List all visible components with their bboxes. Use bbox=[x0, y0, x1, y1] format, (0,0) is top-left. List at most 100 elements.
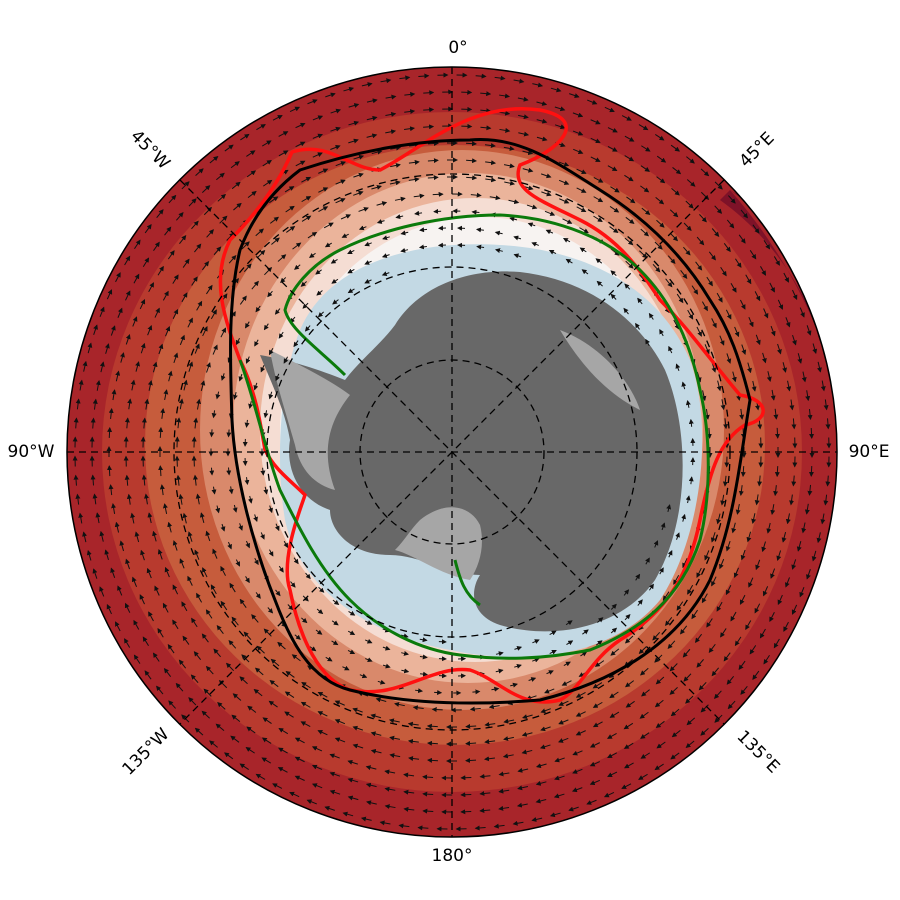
wind-arrow bbox=[474, 825, 486, 831]
wind-arrow bbox=[791, 418, 797, 430]
wind-arrow bbox=[777, 343, 782, 355]
wind-arrow bbox=[491, 686, 500, 692]
wind-arrow bbox=[117, 585, 123, 596]
wind-arrow bbox=[773, 485, 779, 497]
wind-arrow bbox=[148, 611, 154, 622]
wind-arrow bbox=[706, 618, 713, 628]
wind-arrow bbox=[522, 150, 534, 156]
wind-arrow bbox=[565, 620, 573, 626]
wind-arrow bbox=[175, 212, 184, 221]
wind-arrow bbox=[347, 288, 355, 294]
wind-arrow bbox=[536, 101, 548, 106]
wind-arrow bbox=[141, 474, 147, 486]
wind-arrow bbox=[124, 602, 131, 613]
wind-arrow bbox=[595, 640, 603, 646]
wind-arrow bbox=[283, 356, 289, 364]
wind-arrow bbox=[597, 617, 604, 623]
wind-arrow bbox=[365, 782, 377, 788]
wind-arrow bbox=[162, 503, 168, 514]
wind-arrow bbox=[659, 567, 664, 575]
wind-arrow bbox=[193, 651, 202, 661]
wind-arrow bbox=[480, 125, 492, 131]
wind-arrow bbox=[558, 719, 569, 725]
wind-arrow bbox=[226, 429, 232, 438]
wind-arrow bbox=[680, 269, 688, 280]
wind-arrow bbox=[528, 677, 537, 682]
wind-arrow bbox=[377, 679, 386, 685]
wind-arrow bbox=[568, 806, 579, 812]
wind-arrow bbox=[531, 817, 543, 822]
wind-arrow bbox=[472, 689, 481, 695]
wind-arrow bbox=[720, 399, 726, 411]
wind-arrow bbox=[686, 179, 696, 187]
wind-arrow bbox=[654, 763, 664, 771]
wind-arrow bbox=[352, 743, 364, 749]
wind-arrow bbox=[289, 106, 301, 112]
wind-arrow bbox=[590, 119, 601, 125]
wind-arrow bbox=[341, 233, 349, 238]
wind-arrow bbox=[680, 625, 688, 635]
wind-arrow bbox=[670, 144, 680, 152]
wind-arrow bbox=[624, 635, 634, 644]
wind-arrow bbox=[635, 573, 641, 581]
wind-arrow bbox=[735, 258, 742, 268]
wind-arrow bbox=[294, 264, 301, 270]
wind-arrow bbox=[659, 328, 664, 337]
wind-arrow bbox=[691, 285, 699, 295]
wind-arrow bbox=[536, 118, 548, 124]
wind-arrow bbox=[224, 752, 234, 760]
wind-arrow bbox=[805, 390, 811, 402]
wind-arrow bbox=[708, 251, 716, 261]
wind-arrow bbox=[516, 802, 528, 808]
wind-arrow bbox=[409, 142, 420, 148]
wind-arrow bbox=[503, 145, 515, 151]
wind-arrow bbox=[335, 161, 346, 167]
wind-arrow bbox=[269, 216, 280, 224]
wind-arrow bbox=[554, 775, 565, 781]
wind-arrow bbox=[301, 682, 311, 689]
wind-arrow bbox=[335, 179, 346, 185]
wind-arrow bbox=[187, 575, 193, 586]
wind-arrow bbox=[521, 731, 533, 737]
wind-arrow bbox=[388, 718, 400, 724]
wind-arrow bbox=[763, 655, 770, 665]
wind-arrow bbox=[427, 158, 439, 164]
wind-arrow bbox=[300, 281, 307, 287]
wind-arrow bbox=[823, 399, 829, 411]
longitude-label: 90°E bbox=[849, 442, 890, 462]
wind-arrow bbox=[75, 493, 81, 505]
wind-arrow bbox=[141, 417, 147, 429]
wind-arrow bbox=[154, 307, 160, 318]
wind-arrow bbox=[475, 227, 484, 233]
wind-arrow bbox=[92, 493, 98, 505]
wind-arrow bbox=[247, 190, 257, 199]
wind-arrow bbox=[748, 577, 754, 588]
wind-arrow bbox=[311, 746, 323, 752]
wind-arrow bbox=[432, 191, 444, 197]
wind-arrow bbox=[217, 702, 226, 710]
wind-arrow bbox=[563, 661, 571, 667]
wind-arrow bbox=[156, 685, 164, 695]
wind-arrow bbox=[686, 717, 696, 726]
wind-arrow bbox=[115, 621, 121, 632]
wind-arrow bbox=[760, 266, 766, 276]
wind-arrow bbox=[676, 293, 684, 304]
longitude-label: 45°W bbox=[126, 126, 173, 173]
wind-arrow bbox=[820, 513, 826, 525]
wind-arrow bbox=[696, 371, 702, 383]
wind-arrow bbox=[708, 643, 716, 654]
wind-arrow bbox=[685, 399, 691, 408]
wind-arrow bbox=[596, 280, 603, 287]
wind-arrow bbox=[329, 771, 341, 777]
wind-arrow bbox=[196, 300, 203, 311]
wind-arrow bbox=[419, 227, 428, 233]
wind-arrow bbox=[375, 697, 387, 703]
wind-arrow bbox=[172, 274, 179, 284]
wind-arrow bbox=[196, 592, 203, 603]
wind-arrow bbox=[268, 549, 274, 557]
wind-arrow bbox=[698, 681, 707, 691]
wind-arrow bbox=[188, 697, 197, 706]
wind-arrow bbox=[673, 575, 680, 585]
wind-arrow bbox=[152, 652, 160, 662]
wind-arrow bbox=[125, 290, 131, 301]
